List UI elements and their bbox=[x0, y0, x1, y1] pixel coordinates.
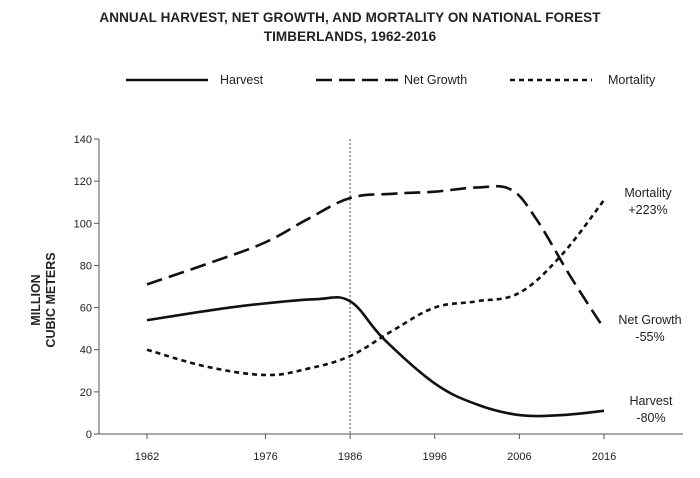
y-tick-label: 140 bbox=[74, 134, 92, 146]
chart-title: ANNUAL HARVEST, NET GROWTH, AND MORTALIT… bbox=[0, 8, 700, 46]
legend-label-harvest: Harvest bbox=[220, 73, 264, 87]
x-tick-label: 2016 bbox=[592, 451, 616, 463]
y-axis-label-line-1: MILLION bbox=[29, 274, 43, 325]
x-tick-label: 1996 bbox=[422, 451, 446, 463]
chart-title-line-1: ANNUAL HARVEST, NET GROWTH, AND MORTALIT… bbox=[99, 10, 601, 25]
chart-plot-area bbox=[146, 184, 606, 418]
annotation-harvest-change: -80% bbox=[636, 411, 665, 425]
y-tick-label: 120 bbox=[74, 176, 92, 188]
y-tick-label: 40 bbox=[80, 345, 92, 357]
y-tick-label: 60 bbox=[80, 303, 92, 315]
annotation-mortality-label: Mortality bbox=[624, 186, 672, 200]
x-tick-label: 1976 bbox=[253, 451, 277, 463]
x-tick-label: 1986 bbox=[338, 451, 362, 463]
x-tick-label: 2006 bbox=[507, 451, 531, 463]
series-line-mortality bbox=[146, 199, 606, 377]
series-line-harvest bbox=[146, 296, 605, 418]
annotation-harvest-label: Harvest bbox=[629, 394, 673, 408]
annotation-mortality-change: +223% bbox=[628, 203, 667, 217]
legend-label-net-growth: Net Growth bbox=[404, 73, 467, 87]
y-tick-label: 100 bbox=[74, 218, 92, 230]
y-tick-label: 80 bbox=[80, 260, 92, 272]
annotation-net-growth-label: Net Growth bbox=[618, 313, 681, 327]
chart-axes: 0 20 40 60 80 100 120 140 1962 1976 1986 1996 2006 20… bbox=[74, 134, 683, 463]
annotation-net-growth-change: -55% bbox=[635, 330, 664, 344]
y-axis-label-line-2: CUBIC METERS bbox=[44, 252, 58, 347]
y-tick-label: 0 bbox=[86, 429, 92, 441]
chart-legend: Harvest Net Growth Mortality bbox=[126, 73, 656, 87]
legend-label-mortality: Mortality bbox=[608, 73, 656, 87]
y-tick-label: 20 bbox=[80, 387, 92, 399]
series-line-net-growth bbox=[146, 184, 606, 330]
x-tick-label: 1962 bbox=[135, 451, 159, 463]
chart-title-line-2: TIMBERLANDS, 1962-2016 bbox=[263, 29, 437, 44]
chart-annotations: Harvest -80% Net Growth -55% Mortality +223% bbox=[618, 186, 681, 425]
